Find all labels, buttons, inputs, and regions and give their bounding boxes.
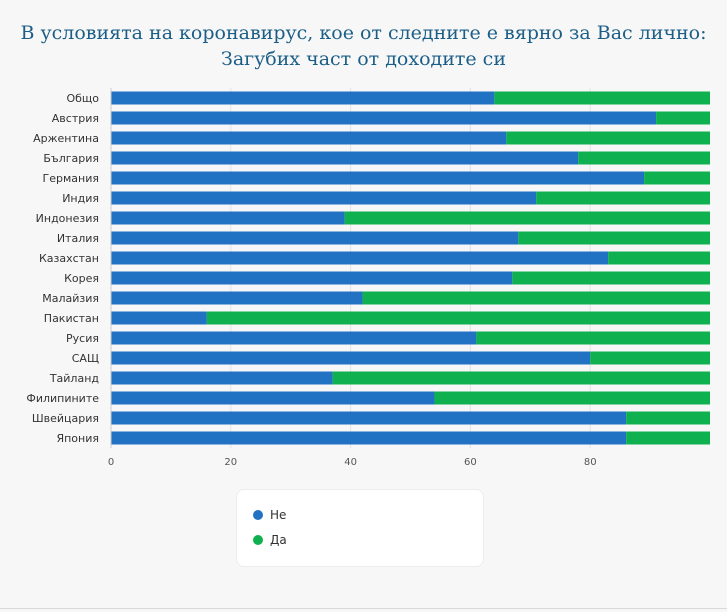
legend-label: Не (270, 508, 287, 522)
category-label: Пакистан (44, 312, 99, 325)
stacked-bar-chart: Общо Австрия Аржентина България Германия Инди… (26, 88, 710, 468)
bar-segment[interactable] (111, 391, 435, 405)
category-label: Филипините (26, 392, 99, 405)
bar-segment[interactable] (111, 111, 657, 125)
bar-segment[interactable] (111, 171, 645, 185)
bar-segment[interactable] (476, 331, 710, 345)
bar-segment[interactable] (111, 271, 513, 285)
bar-segment[interactable] (111, 331, 477, 345)
bar-segment[interactable] (111, 191, 537, 205)
x-tick-label: 20 (224, 457, 237, 468)
bar-segment[interactable] (626, 411, 710, 425)
bar-segment[interactable] (578, 151, 710, 165)
bar-segment[interactable] (656, 111, 710, 125)
bar-segment[interactable] (206, 311, 710, 325)
category-label: Русия (66, 332, 99, 345)
bar-segment[interactable] (494, 91, 710, 105)
x-tick-label: 60 (464, 457, 477, 468)
bar-segment[interactable] (111, 411, 627, 425)
bar-segment[interactable] (626, 431, 710, 445)
bar-segment[interactable] (506, 131, 710, 145)
bar-segment[interactable] (518, 231, 710, 245)
x-tick-label: 80 (584, 457, 597, 468)
bar-segment[interactable] (111, 371, 333, 385)
bar-segment[interactable] (111, 211, 345, 225)
legend-item[interactable]: Не (253, 508, 286, 522)
bar-segment[interactable] (111, 431, 627, 445)
category-label: Индия (62, 192, 99, 205)
bar-segment[interactable] (332, 371, 710, 385)
category-label: Япония (56, 432, 99, 445)
legend-item[interactable]: Да (253, 533, 287, 547)
bar-segment[interactable] (644, 171, 710, 185)
bottom-divider (0, 608, 727, 609)
category-label: САЩ (72, 352, 99, 365)
category-label: Корея (64, 272, 99, 285)
category-label: Общо (66, 92, 99, 105)
bar-segment[interactable] (111, 351, 591, 365)
category-label: България (43, 152, 99, 165)
bar-segment[interactable] (536, 191, 710, 205)
legend-label: Да (270, 533, 287, 547)
x-tick-label: 40 (344, 457, 357, 468)
legend-swatch (253, 510, 263, 520)
bar-segment[interactable] (111, 131, 507, 145)
chart-title: В условията на коронавирус, кое от следн… (20, 22, 707, 70)
category-label: Германия (43, 172, 99, 185)
legend-swatch (253, 535, 263, 545)
category-label: Малайзия (42, 292, 99, 305)
category-label: Австрия (52, 112, 99, 125)
category-label: Аржентина (33, 132, 99, 145)
bar-segment[interactable] (590, 351, 710, 365)
bar-segment[interactable] (111, 251, 609, 265)
bar-segment[interactable] (111, 151, 579, 165)
bar-segment[interactable] (111, 311, 207, 325)
category-label: Швейцария (32, 412, 99, 425)
chart-legend: Не Да (236, 489, 484, 567)
category-label: Казахстан (39, 252, 99, 265)
bar-segment[interactable] (344, 211, 710, 225)
bar-segment[interactable] (434, 391, 710, 405)
bar-segment[interactable] (512, 271, 710, 285)
bar-segment[interactable] (608, 251, 710, 265)
bar-segment[interactable] (362, 291, 710, 305)
category-label: Тайланд (49, 372, 100, 385)
bar-segment[interactable] (111, 91, 495, 105)
category-label: Италия (57, 232, 99, 245)
x-tick-label: 0 (108, 457, 114, 468)
bar-segment[interactable] (111, 291, 363, 305)
category-label: Индонезия (36, 212, 99, 225)
bar-segment[interactable] (111, 231, 519, 245)
